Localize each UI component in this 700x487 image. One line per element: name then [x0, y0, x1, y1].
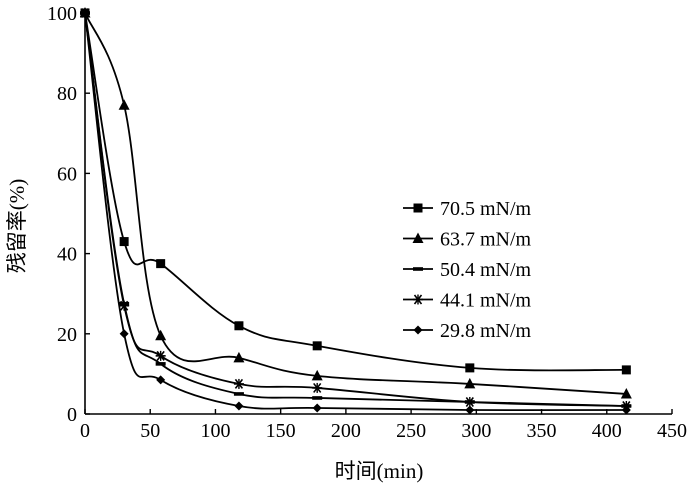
x-tick-label: 250: [396, 420, 426, 442]
series-line: [84, 12, 627, 372]
legend-label: 63.7 mN/m: [440, 229, 532, 251]
data-point: [312, 396, 323, 400]
legend-item: 50.4 mN/m: [403, 259, 532, 281]
series-2: [80, 7, 632, 399]
data-point: [156, 259, 166, 269]
data-point: [621, 405, 631, 415]
x-tick-label: 300: [461, 420, 491, 442]
data-point: [465, 363, 475, 373]
data-point: [311, 369, 323, 381]
data-point: [464, 377, 476, 389]
legend: 70.5 mN/m 63.7 mN/m 50.4 mN/m 44.1 mN/m 29.8…: [403, 198, 532, 342]
legend-item: 70.5 mN/m: [403, 198, 532, 220]
data-point: [234, 401, 244, 411]
y-tick-label: 0: [67, 404, 77, 426]
data-point: [233, 351, 245, 363]
data-point: [119, 300, 130, 311]
legend-marker: [413, 325, 423, 335]
y-tick-label: 80: [57, 83, 77, 105]
x-axis-title: 时间(min): [335, 459, 424, 483]
data-point: [312, 382, 323, 393]
legend-item: 63.7 mN/m: [403, 229, 532, 251]
x-tick-label: 50: [140, 420, 160, 442]
series-3: [80, 11, 632, 408]
x-tick-label: 200: [331, 420, 361, 442]
legend-label: 50.4 mN/m: [440, 259, 532, 281]
x-tick-label: 150: [266, 420, 296, 442]
data-point: [119, 237, 129, 247]
data-point: [155, 329, 167, 341]
series-line: [84, 12, 627, 395]
x-tick-label: 400: [592, 420, 622, 442]
x-tick-label: 100: [200, 420, 230, 442]
data-point: [621, 365, 631, 375]
x-tick-label: 450: [657, 420, 687, 442]
y-tick-label: 20: [57, 324, 77, 346]
y-tick-label: 40: [57, 244, 77, 266]
legend-item: 29.8 mN/m: [403, 320, 532, 342]
y-axis-title: 残留率(%): [5, 179, 29, 273]
legend-label: 70.5 mN/m: [440, 198, 532, 220]
series-layer: [80, 7, 632, 415]
legend-item: 44.1 mN/m: [403, 290, 532, 312]
data-point: [234, 321, 244, 331]
legend-marker: [413, 203, 423, 213]
data-point: [80, 8, 90, 18]
data-point: [155, 350, 166, 361]
x-tick-label: 0: [80, 420, 90, 442]
data-point: [620, 387, 632, 399]
data-point: [156, 375, 166, 385]
axes: 0 50 100 150 200 250 300 350 400 450 0 20 40 60 80 100: [47, 3, 687, 442]
series-1: [80, 8, 631, 375]
y-tick-label: 60: [57, 163, 77, 185]
data-point: [233, 392, 244, 396]
data-point: [464, 396, 475, 407]
legend-label: 44.1 mN/m: [440, 290, 532, 312]
series-line: [84, 12, 627, 412]
series-4: [80, 8, 632, 411]
data-point: [312, 341, 322, 351]
data-point: [155, 362, 166, 366]
data-point: [465, 405, 475, 415]
legend-marker: [413, 267, 423, 271]
data-point: [312, 403, 322, 413]
series-5: [80, 8, 631, 415]
data-point: [118, 99, 130, 110]
legend-label: 29.8 mN/m: [440, 320, 532, 342]
legend-marker: [413, 294, 423, 305]
data-point: [233, 378, 244, 389]
legend-marker: [412, 232, 424, 243]
x-tick-label: 350: [527, 420, 557, 442]
data-point: [119, 329, 129, 339]
y-tick-label: 100: [47, 3, 77, 25]
